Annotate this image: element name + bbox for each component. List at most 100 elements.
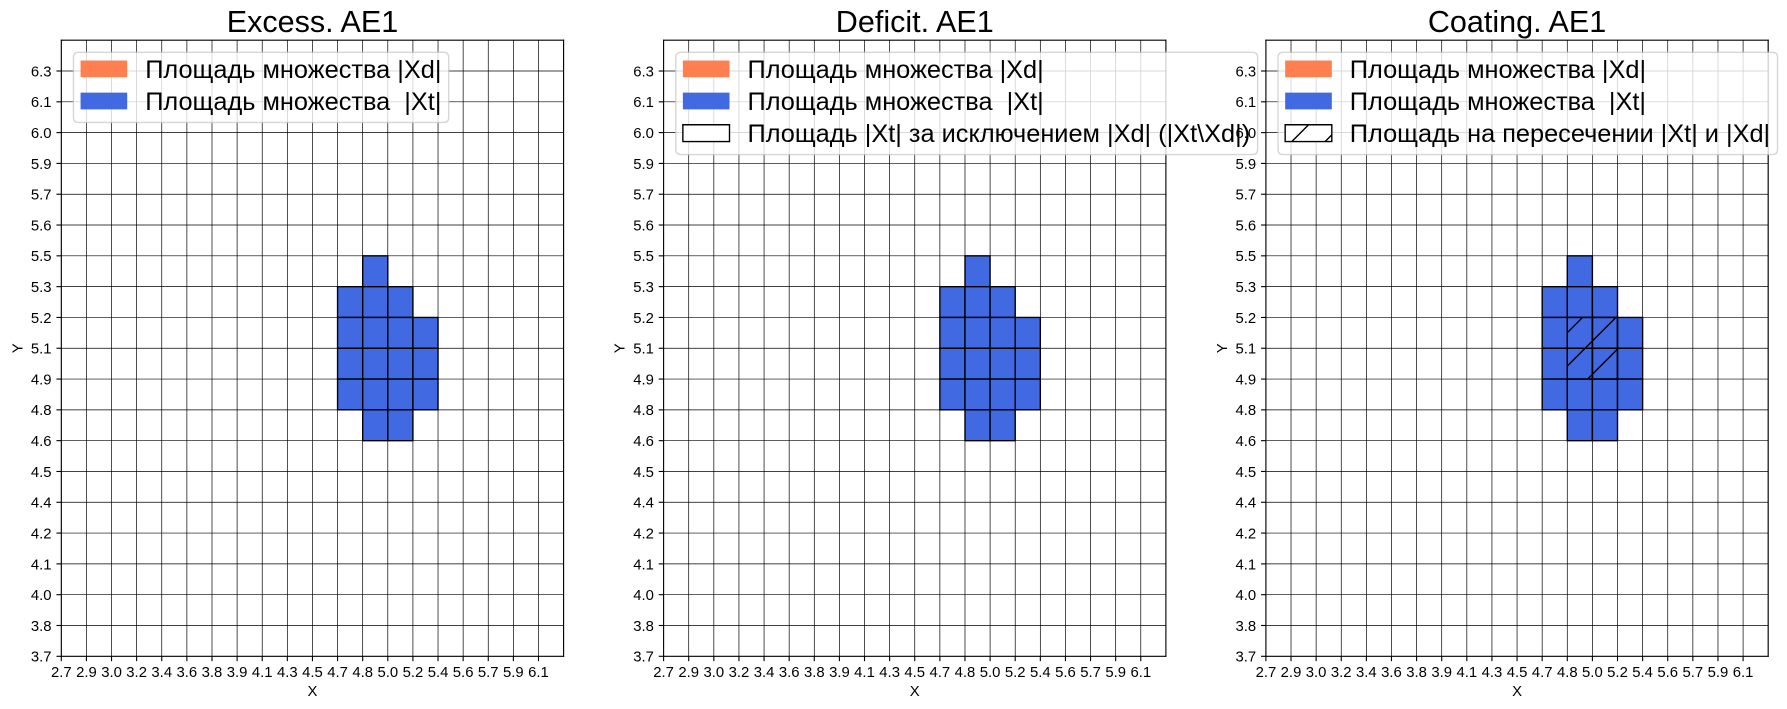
svg-text:4.1: 4.1 — [1456, 665, 1477, 681]
svg-text:5.1: 5.1 — [31, 342, 52, 358]
svg-text:3.0: 3.0 — [101, 665, 122, 681]
svg-text:4.8: 4.8 — [31, 403, 52, 419]
svg-text:4.6: 4.6 — [31, 434, 52, 450]
svg-text:4.0: 4.0 — [31, 588, 52, 604]
svg-text:Excess. AE1: Excess. AE1 — [227, 5, 398, 39]
svg-text:3.2: 3.2 — [1331, 665, 1352, 681]
svg-text:Площадь |Xt| за исключением |X: Площадь |Xt| за исключением |Xd| (|Xt\Xd… — [747, 120, 1250, 148]
svg-text:5.9: 5.9 — [1236, 157, 1257, 173]
svg-text:5.9: 5.9 — [633, 157, 654, 173]
svg-text:4.5: 4.5 — [31, 465, 52, 481]
svg-text:4.4: 4.4 — [633, 496, 654, 512]
svg-text:5.2: 5.2 — [1005, 665, 1026, 681]
svg-text:5.9: 5.9 — [31, 157, 52, 173]
svg-text:4.5: 4.5 — [904, 665, 925, 681]
svg-text:5.2: 5.2 — [31, 311, 52, 327]
svg-text:5.6: 5.6 — [453, 665, 474, 681]
svg-text:6.1: 6.1 — [633, 95, 654, 111]
svg-text:4.9: 4.9 — [633, 372, 654, 388]
svg-text:3.7: 3.7 — [633, 650, 654, 666]
svg-text:X: X — [910, 684, 920, 700]
svg-text:5.9: 5.9 — [503, 665, 524, 681]
svg-text:6.1: 6.1 — [1733, 665, 1754, 681]
svg-text:5.2: 5.2 — [633, 311, 654, 327]
svg-text:2.9: 2.9 — [1281, 665, 1302, 681]
svg-text:4.6: 4.6 — [633, 434, 654, 450]
svg-text:3.7: 3.7 — [1236, 650, 1257, 666]
svg-text:Coating. AE1: Coating. AE1 — [1428, 5, 1606, 39]
svg-text:4.4: 4.4 — [1236, 496, 1257, 512]
svg-text:5.4: 5.4 — [1030, 665, 1051, 681]
svg-text:5.6: 5.6 — [1055, 665, 1076, 681]
svg-text:5.3: 5.3 — [633, 280, 654, 296]
svg-text:2.9: 2.9 — [76, 665, 97, 681]
svg-text:X: X — [1512, 684, 1522, 700]
svg-text:4.3: 4.3 — [277, 665, 298, 681]
svg-text:6.1: 6.1 — [1236, 95, 1257, 111]
svg-text:4.3: 4.3 — [1482, 665, 1503, 681]
svg-text:Площадь множества |Xt|: Площадь множества |Xt| — [145, 88, 441, 116]
svg-text:3.4: 3.4 — [1356, 665, 1377, 681]
svg-text:6.3: 6.3 — [31, 64, 52, 80]
svg-text:6.0: 6.0 — [1236, 126, 1257, 142]
svg-text:4.7: 4.7 — [327, 665, 348, 681]
svg-text:3.9: 3.9 — [829, 665, 850, 681]
svg-text:4.0: 4.0 — [633, 588, 654, 604]
svg-text:5.9: 5.9 — [1708, 665, 1729, 681]
svg-text:5.1: 5.1 — [633, 342, 654, 358]
svg-text:4.1: 4.1 — [854, 665, 875, 681]
svg-text:3.0: 3.0 — [1306, 665, 1327, 681]
svg-text:2.7: 2.7 — [51, 665, 72, 681]
svg-text:5.9: 5.9 — [1105, 665, 1126, 681]
svg-text:4.3: 4.3 — [879, 665, 900, 681]
svg-text:6.1: 6.1 — [528, 665, 549, 681]
svg-text:5.0: 5.0 — [1582, 665, 1603, 681]
svg-text:3.6: 3.6 — [177, 665, 198, 681]
svg-text:5.6: 5.6 — [31, 218, 52, 234]
svg-text:4.5: 4.5 — [302, 665, 323, 681]
svg-text:3.6: 3.6 — [779, 665, 800, 681]
svg-text:Площадь множества |Xt|: Площадь множества |Xt| — [1350, 88, 1646, 116]
svg-text:4.8: 4.8 — [352, 665, 373, 681]
svg-text:4.5: 4.5 — [1507, 665, 1528, 681]
svg-text:5.2: 5.2 — [1236, 311, 1257, 327]
svg-text:3.8: 3.8 — [202, 665, 223, 681]
svg-text:5.7: 5.7 — [1236, 188, 1257, 204]
svg-text:5.7: 5.7 — [31, 188, 52, 204]
svg-text:3.7: 3.7 — [31, 650, 52, 666]
svg-text:4.1: 4.1 — [633, 557, 654, 573]
svg-text:4.8: 4.8 — [1236, 403, 1257, 419]
svg-text:5.1: 5.1 — [1236, 342, 1257, 358]
svg-text:3.8: 3.8 — [1406, 665, 1427, 681]
svg-text:5.7: 5.7 — [1080, 665, 1101, 681]
svg-text:4.8: 4.8 — [633, 403, 654, 419]
svg-text:4.2: 4.2 — [1236, 526, 1257, 542]
svg-text:3.8: 3.8 — [1236, 619, 1257, 635]
svg-text:5.5: 5.5 — [31, 249, 52, 265]
svg-text:Площадь множества |Xd|: Площадь множества |Xd| — [145, 56, 441, 84]
svg-text:4.5: 4.5 — [633, 465, 654, 481]
svg-text:6.3: 6.3 — [633, 64, 654, 80]
svg-text:5.5: 5.5 — [633, 249, 654, 265]
svg-text:5.7: 5.7 — [1683, 665, 1704, 681]
svg-text:Deficit. AE1: Deficit. AE1 — [836, 5, 994, 39]
svg-text:Площадь множества |Xt|: Площадь множества |Xt| — [747, 88, 1043, 116]
svg-text:3.8: 3.8 — [633, 619, 654, 635]
svg-text:3.8: 3.8 — [31, 619, 52, 635]
svg-text:4.8: 4.8 — [955, 665, 976, 681]
svg-text:4.9: 4.9 — [1236, 372, 1257, 388]
svg-text:2.7: 2.7 — [1256, 665, 1277, 681]
svg-text:3.9: 3.9 — [227, 665, 248, 681]
svg-text:3.2: 3.2 — [729, 665, 750, 681]
svg-text:5.7: 5.7 — [478, 665, 499, 681]
svg-text:4.0: 4.0 — [1236, 588, 1257, 604]
svg-text:Площадь множества |Xd|: Площадь множества |Xd| — [747, 56, 1043, 84]
svg-text:Y: Y — [10, 343, 26, 353]
svg-text:3.0: 3.0 — [703, 665, 724, 681]
svg-text:X: X — [307, 684, 317, 700]
svg-text:5.4: 5.4 — [428, 665, 449, 681]
svg-text:4.1: 4.1 — [31, 557, 52, 573]
svg-text:5.3: 5.3 — [1236, 280, 1257, 296]
svg-text:4.7: 4.7 — [930, 665, 951, 681]
svg-text:5.6: 5.6 — [1657, 665, 1678, 681]
